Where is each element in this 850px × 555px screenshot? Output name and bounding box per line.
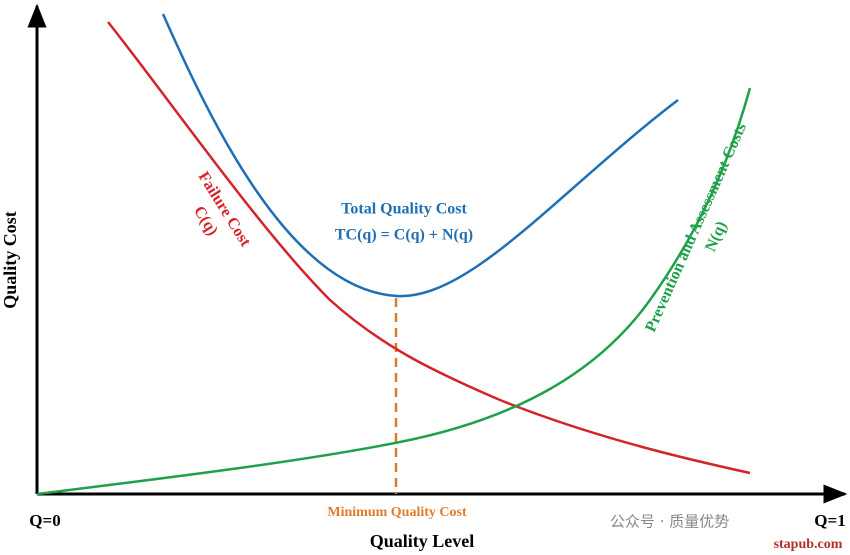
- y-axis-label: Quality Cost: [0, 211, 20, 309]
- watermark-site: stapub.com: [774, 537, 843, 552]
- minimum-label: Minimum Quality Cost: [327, 505, 467, 520]
- total-label: TC(q) = C(q) + N(q): [335, 227, 473, 244]
- watermark-account: 公众号 · 质量优势: [610, 513, 729, 531]
- total-curve: [161, 13, 679, 298]
- failure-curve: [107, 21, 751, 475]
- prevention-curve: [36, 87, 752, 496]
- origin-label: Q=0: [29, 511, 60, 530]
- prevention-label: Prevention and Assessment Costs: [642, 121, 750, 335]
- x-axis-label: Quality Level: [370, 531, 475, 551]
- end-label: Q=1: [814, 511, 845, 530]
- total-label: Total Quality Cost: [341, 201, 467, 218]
